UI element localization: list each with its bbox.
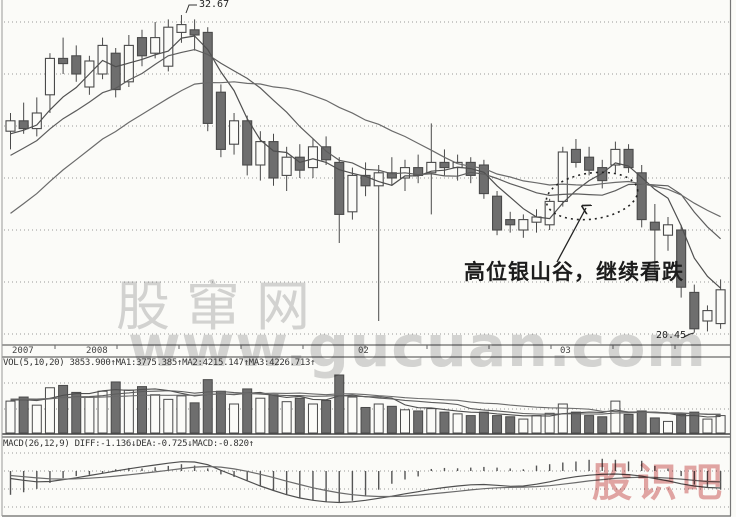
volume-ma-lines bbox=[10, 388, 721, 418]
annotation-overlays bbox=[185, 4, 695, 338]
candlesticks bbox=[5, 14, 726, 333]
vol-indicator-header: VOL(5,10,20) 3853.900↑MA1:3775.385↑MA2:4… bbox=[3, 358, 316, 368]
silver-valley-ellipse bbox=[545, 171, 639, 221]
price-ma-lines bbox=[10, 35, 722, 289]
timeline-label: 02 bbox=[358, 346, 369, 356]
macd-pane bbox=[9, 458, 722, 504]
high-label-connector bbox=[185, 4, 197, 14]
low-price-label: 20.45 bbox=[656, 330, 687, 341]
high-price-label: 32.67 bbox=[199, 0, 230, 10]
timeline-label: 2008 bbox=[86, 346, 108, 356]
macd-indicator-header: MACD(26,12,9) DIFF:-1.136↓DEA:-0.725↓MAC… bbox=[3, 439, 254, 449]
timeline-label: 2007 bbox=[12, 346, 34, 356]
annotation-silver-valley: 高位银山谷，继续看跌 bbox=[464, 260, 684, 284]
low-label-connector bbox=[683, 332, 695, 338]
timeline-label: 03 bbox=[560, 346, 571, 356]
annotation-arrow bbox=[556, 208, 586, 263]
volume-bars bbox=[5, 374, 726, 434]
